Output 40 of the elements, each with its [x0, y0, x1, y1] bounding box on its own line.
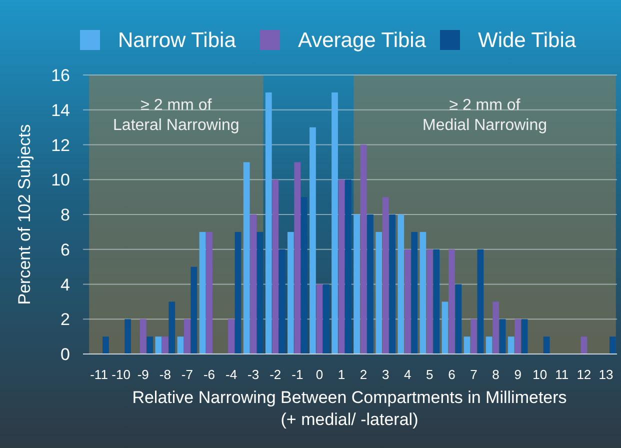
y-tick-label: 0	[60, 345, 70, 364]
x-tick-label: 8	[492, 367, 500, 382]
y-tick-label: 4	[60, 275, 70, 294]
y-tick-label: 8	[60, 206, 70, 224]
x-tick-label: 0	[316, 367, 324, 382]
x-tick-label: -7	[181, 367, 193, 382]
x-tick-label: -3	[248, 367, 260, 382]
x-tick-label: -10	[112, 367, 130, 382]
x-tick-label: -6	[203, 367, 216, 382]
legend-label: Narrow Tibia	[118, 29, 236, 52]
band-label: ≥ 2 mm of Lateral Narrowing	[113, 97, 240, 134]
legend-label: Average Tibia	[298, 29, 426, 52]
x-tick-label: 3	[382, 367, 390, 382]
x-tick-label: 5	[426, 367, 434, 382]
y-tick-label: 16	[51, 66, 70, 85]
y-tick-label: 6	[60, 240, 70, 260]
x-tick-label: 11	[555, 367, 569, 382]
x-tick-label: -9	[137, 367, 149, 382]
legend-label: Wide Tibia	[478, 29, 576, 52]
band-label: ≥ 2 mm of Medial Narrowing	[422, 97, 547, 134]
x-tick-label: 4	[404, 367, 412, 382]
x-tick-label: -2	[270, 367, 282, 382]
y-axis-title: Percent of 102 Subjects	[15, 124, 34, 305]
x-axis-title: Relative Narrowing Between Compartments in Millimeters (+ medial/ -lateral)	[132, 388, 567, 429]
x-tick-label: -1	[292, 367, 304, 382]
y-tick-label: 10	[51, 170, 70, 190]
x-tick-label: 12	[576, 367, 592, 382]
x-tick-label: 10	[532, 367, 548, 382]
x-tick-label: -8	[159, 367, 171, 382]
x-tick-label: 2	[360, 367, 368, 382]
y-tick-label: 2	[60, 310, 70, 330]
x-tick-label: 1	[338, 367, 346, 382]
x-tick-label: -4	[225, 367, 238, 382]
y-tick-label: 14	[51, 100, 70, 120]
x-tick-label: 6	[448, 367, 456, 382]
x-tick-label: 13	[598, 367, 614, 382]
x-tick-label: -11	[90, 367, 108, 382]
x-tick-label: 7	[470, 367, 478, 382]
x-tick-label: 9	[514, 367, 522, 382]
y-tick-label: 12	[51, 136, 70, 155]
